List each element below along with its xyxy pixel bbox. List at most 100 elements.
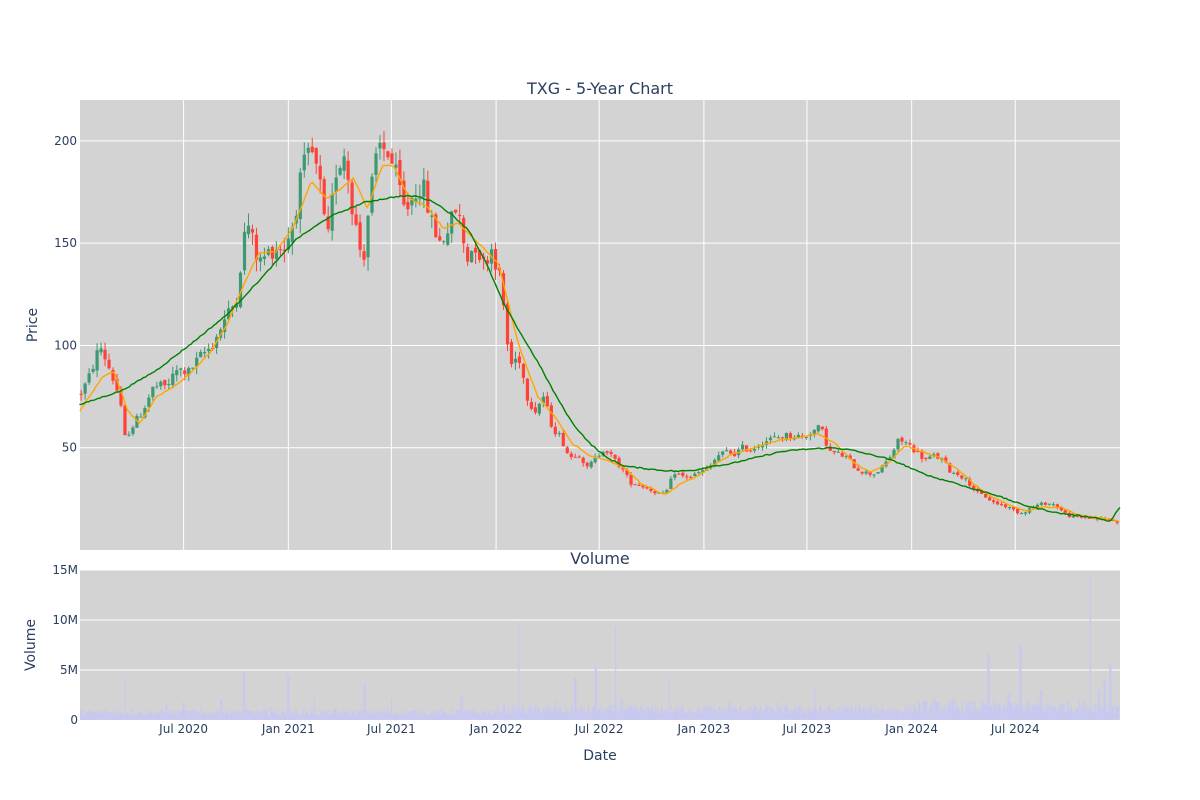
candle-body [697,472,701,474]
price-y-tick-label: 50 [62,441,77,455]
volume-bar [306,711,308,720]
volume-y-tick-label: 5M [60,663,78,677]
volume-bar [1013,708,1015,720]
volume-bar [223,714,225,720]
candle-body [207,348,211,352]
volume-bar [464,711,466,720]
volume-bar [786,706,789,720]
volume-bar [967,702,970,720]
x-tick-label: Jan 2023 [676,722,730,736]
volume-bar [411,710,413,720]
volume-bar [761,712,764,720]
volume-bar [825,708,827,720]
candle-body [478,250,482,260]
volume-bar [1014,702,1016,720]
candle-body [717,455,721,461]
volume-bar [182,702,184,720]
volume-bar [383,710,386,720]
volume-bar [578,707,580,720]
volume-bar [711,708,714,720]
volume-bar [176,709,178,720]
volume-bar [588,710,591,720]
volume-bar [801,708,803,720]
volume-bar [1074,707,1077,720]
volume-bar [913,703,915,720]
candle-body [589,461,593,468]
volume-bar [793,708,795,720]
volume-bar [81,710,83,720]
volume-bar [938,702,940,720]
volume-bar [594,668,596,720]
candle-body [1043,502,1048,505]
volume-bar [638,709,641,720]
volume-bar [118,713,120,720]
volume-bar [605,706,608,720]
volume-bar [829,705,831,720]
volume-bar [1043,709,1045,720]
volume-bar [921,711,923,720]
volume-bar [268,715,271,720]
volume-bar [1070,706,1072,720]
volume-bar [567,710,569,720]
volume-bar [747,708,749,720]
volume-bar [234,709,237,720]
volume-bar [1040,690,1043,720]
volume-bar [1056,707,1058,720]
volume-bar [498,714,501,720]
volume-bar [363,684,365,720]
volume-bar [1002,707,1004,720]
volume-bar [805,713,807,720]
volume-bar [456,709,459,720]
candle-body [609,452,613,454]
volume-bar [559,712,561,720]
volume-bar [768,714,770,720]
volume-bar [468,709,470,720]
volume-bar [294,709,296,720]
volume-bar [379,712,381,720]
candle-body [653,491,657,494]
volume-bar [909,705,912,720]
candle-body [996,501,1000,505]
volume-bar [1039,690,1041,720]
volume-bar [191,709,193,720]
volume-bar [275,711,277,720]
volume-bar [327,711,329,720]
volume-bar [423,715,425,720]
volume-bar [143,715,145,720]
volume-bar [482,711,485,720]
volume-bar [492,715,494,720]
volume-bar [387,709,389,720]
volume-bar [158,713,160,720]
volume-bar [1016,702,1019,720]
volume-bar [298,714,300,720]
volume-bar [690,712,692,720]
volume-bar [683,714,685,720]
candle-body [561,432,565,447]
volume-bar [1098,690,1101,720]
volume-bar [133,714,135,720]
candle-body [254,234,259,260]
candle-body [1111,520,1115,522]
volume-bar [314,709,316,720]
volume-bar [1061,703,1063,720]
volume-bar [766,705,768,720]
volume-bar [235,711,238,720]
x-tick-label: Jul 2022 [574,722,624,736]
volume-bar [322,715,324,720]
volume-bar [291,713,293,720]
volume-bar [429,713,431,720]
candle-body [756,446,761,448]
volume-bar [340,715,342,720]
volume-bar [510,713,512,720]
volume-bar [914,705,916,720]
volume-bar [270,707,272,720]
candle-body [1047,503,1052,505]
volume-bar [461,695,463,720]
volume-bar [1059,705,1061,720]
volume-bar [917,701,920,720]
volume-bar [609,705,611,720]
volume-bar [658,713,660,720]
candle-body [354,214,358,225]
volume-bar [1024,711,1027,720]
volume-bar [396,712,398,720]
